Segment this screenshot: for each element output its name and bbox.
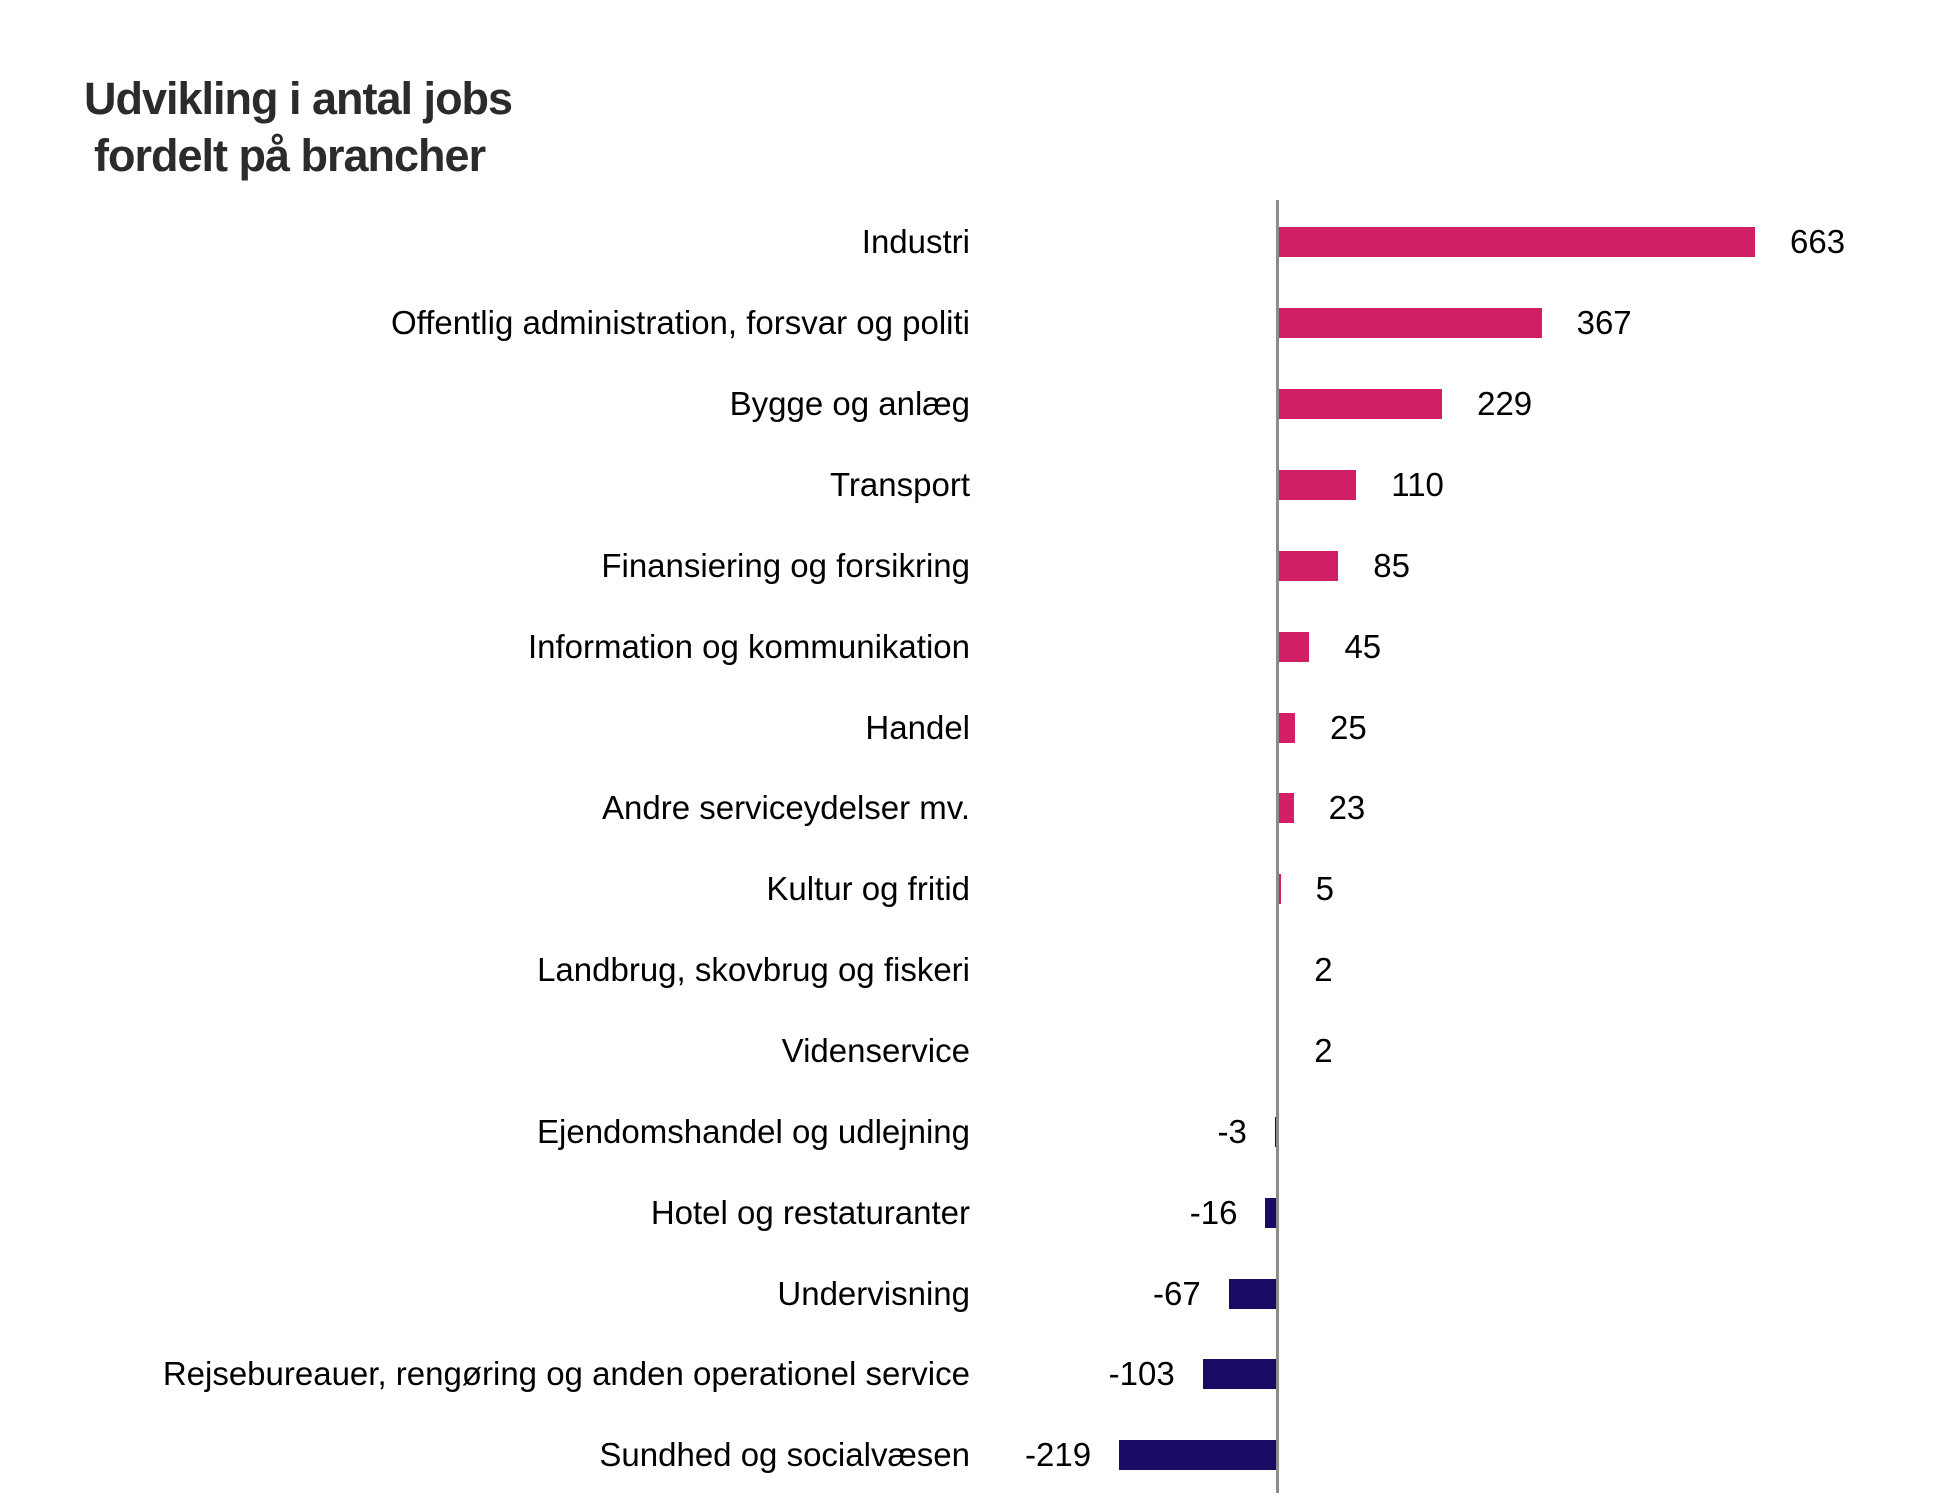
category-label: Industri: [861, 223, 970, 261]
bar-negative: [1228, 1278, 1277, 1309]
bar-positive: [1277, 793, 1294, 824]
category-label: Andre serviceydelser mv.: [601, 789, 970, 827]
value-label: 23: [1328, 789, 1366, 827]
category-label: Landbrug, skovbrug og fiskeri: [537, 951, 970, 989]
bar-positive: [1277, 712, 1296, 743]
value-label: 663: [1790, 223, 1846, 261]
value-label: 5: [1315, 870, 1334, 908]
bar-negative: [1119, 1440, 1277, 1471]
chart-row: Sundhed og socialvæsen -219: [0, 1415, 1952, 1496]
chart-row: Rejsebureauer, rengøring og anden operat…: [0, 1334, 1952, 1415]
value-label: -219: [1025, 1436, 1092, 1474]
category-label: Rejsebureauer, rengøring og anden operat…: [162, 1355, 970, 1393]
chart-title: Udvikling i antal jobs fordelt på branch…: [84, 70, 513, 184]
value-label: -103: [1108, 1355, 1175, 1393]
category-label: Videnservice: [781, 1032, 970, 1070]
category-label: Undervisning: [777, 1274, 970, 1312]
bar-positive: [1277, 550, 1339, 581]
bar-negative: [1202, 1359, 1277, 1390]
value-label: 367: [1576, 304, 1632, 342]
category-label: Hotel og restaturanter: [650, 1193, 970, 1231]
value-label: 85: [1373, 546, 1410, 584]
category-label: Offentlig administration, forsvar og pol…: [391, 304, 970, 342]
bar-positive: [1277, 308, 1542, 339]
chart-row: Landbrug, skovbrug og fiskeri 2: [0, 930, 1952, 1011]
bar-positive: [1277, 389, 1443, 420]
chart-title-line-1: Udvikling i antal jobs: [84, 73, 513, 124]
bar-negative: [1265, 1197, 1277, 1228]
chart-row: Andre serviceydelser mv. 23: [0, 768, 1952, 849]
bar-positive: [1277, 227, 1756, 258]
category-label: Ejendomshandel og udlejning: [537, 1112, 970, 1150]
value-label: -67: [1152, 1274, 1201, 1312]
value-label: -16: [1189, 1193, 1238, 1231]
chart-row: Undervisning -67: [0, 1253, 1952, 1334]
chart-row: Information og kommunikation 45: [0, 606, 1952, 687]
zero-axis-line: [1275, 200, 1279, 1493]
value-label: 2: [1314, 951, 1333, 989]
chart-row: Bygge og anlæg 229: [0, 364, 1952, 445]
category-label: Information og kommunikation: [527, 627, 970, 665]
bar-positive: [1277, 874, 1281, 905]
chart-row: Handel 25: [0, 687, 1952, 768]
chart-row: Industri 663: [0, 202, 1952, 283]
category-label: Transport: [830, 466, 970, 503]
value-label: 25: [1330, 708, 1367, 746]
value-label: 2: [1314, 1032, 1333, 1070]
category-label: Bygge og anlæg: [729, 385, 970, 423]
bar-chart-rows: Industri 663 Offentlig administration, for…: [0, 202, 1952, 1496]
chart-row: Kultur og fritid 5: [0, 849, 1952, 930]
bar-positive: [1277, 631, 1310, 662]
chart-title-line-2: fordelt på brancher: [94, 130, 486, 181]
chart-row: Ejendomshandel og udlejning -3: [0, 1091, 1952, 1172]
value-label: 110: [1391, 466, 1444, 503]
chart-row: Hotel og restaturanter -16: [0, 1172, 1952, 1253]
chart-row: Offentlig administration, forsvar og pol…: [0, 283, 1952, 364]
category-label: Handel: [865, 708, 970, 746]
chart-row: Finansiering og forsikring 85: [0, 525, 1952, 606]
chart-row: Transport 110: [0, 445, 1952, 526]
value-label: -3: [1217, 1112, 1247, 1150]
chart-row: Videnservice 2: [0, 1011, 1952, 1092]
value-label: 45: [1344, 627, 1382, 665]
category-label: Finansiering og forsikring: [601, 546, 970, 584]
bar-positive: [1277, 470, 1357, 500]
category-label: Sundhed og socialvæsen: [599, 1436, 970, 1474]
value-label: 229: [1477, 385, 1533, 423]
category-label: Kultur og fritid: [766, 870, 970, 908]
